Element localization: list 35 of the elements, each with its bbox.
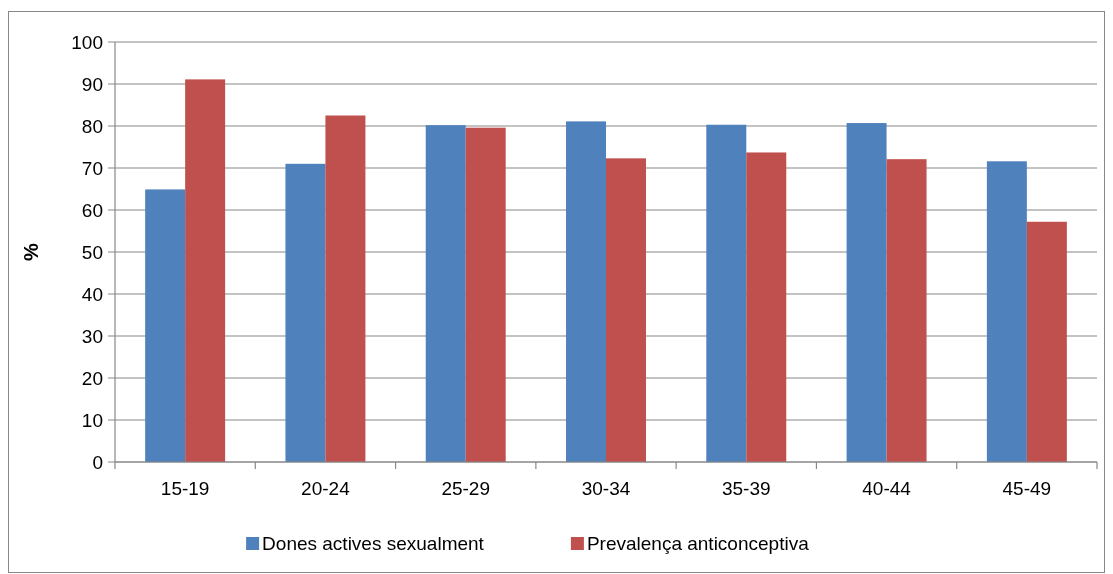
y-tick-label: 90 [81, 73, 103, 95]
bar [746, 152, 787, 462]
bar [1026, 221, 1067, 462]
bar [285, 163, 326, 462]
x-tick-label: 45-49 [1002, 478, 1052, 499]
x-tick-label: 20-24 [301, 478, 351, 499]
x-tick-label: 40-44 [862, 478, 912, 499]
y-tick-label: 80 [81, 115, 103, 137]
bar [325, 115, 366, 462]
bar [706, 124, 747, 462]
y-tick-label: 70 [81, 157, 103, 179]
bar [425, 125, 466, 462]
x-tick-label: 35-39 [721, 478, 771, 499]
y-tick-label: 30 [81, 325, 103, 347]
bar [606, 158, 646, 462]
y-tick-label: 50 [81, 241, 103, 263]
x-tick-label: 30-34 [581, 478, 631, 499]
legend-label: Prevalença anticonceptiva [586, 533, 810, 554]
bar [465, 127, 506, 462]
y-tick-label: 0 [92, 451, 103, 473]
y-axis-title: % [20, 242, 42, 261]
y-tick-label: 100 [71, 31, 103, 53]
bar [185, 79, 226, 462]
bar [846, 123, 887, 462]
y-tick-label: 40 [81, 283, 103, 305]
y-tick-label: 10 [81, 409, 103, 431]
x-tick-label: 25-29 [441, 478, 491, 499]
legend-label: Dones actives sexualment [262, 533, 485, 554]
bar [986, 161, 1027, 462]
y-tick-label: 20 [81, 367, 103, 389]
bar [886, 159, 927, 462]
x-tick-label: 15-19 [160, 478, 210, 499]
bar [566, 121, 606, 462]
y-tick-label: 60 [81, 199, 103, 221]
bar [145, 189, 186, 462]
